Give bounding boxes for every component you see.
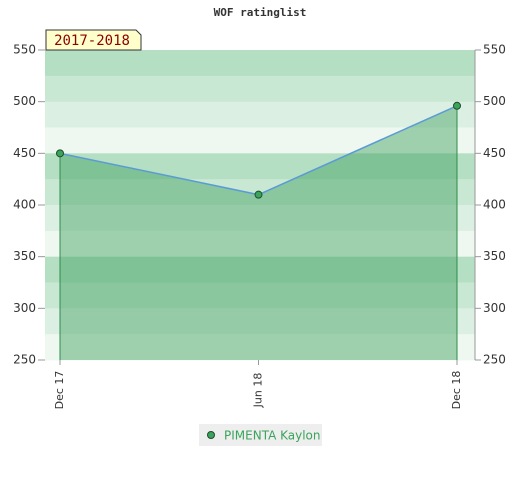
y-tick-label: 450 (13, 146, 36, 160)
y-tick-label: 250 (13, 353, 36, 367)
y2-tick-label: 450 (483, 146, 506, 160)
background-stripe (45, 205, 475, 232)
y-tick-label: 500 (13, 94, 36, 108)
y-tick-label: 550 (13, 43, 36, 57)
background-stripe (45, 256, 475, 283)
y2-tick-label: 350 (483, 249, 506, 263)
x-tick-label: Dec 18 (450, 371, 463, 410)
y-tick-label: 350 (13, 249, 36, 263)
period-box (45, 29, 142, 51)
y2-tick-label: 400 (483, 198, 506, 212)
legend-label: PIMENTA Kaylon (224, 429, 321, 443)
background-stripe (45, 101, 475, 128)
legend-box (199, 424, 322, 446)
y-tick-label: 300 (13, 301, 36, 315)
background-stripe (45, 334, 475, 361)
legend-marker (207, 431, 215, 439)
y2-tick-label: 300 (483, 301, 506, 315)
x-tick-label: Jun 18 (252, 373, 265, 409)
background-stripe (45, 153, 475, 180)
background-stripe (45, 127, 475, 154)
area (60, 105, 457, 360)
period-label: 2017-2018 (54, 33, 130, 49)
background-stripe (45, 230, 475, 258)
background-stripe (45, 75, 475, 103)
y2-tick-label: 250 (483, 353, 506, 367)
background-stripe (45, 308, 475, 335)
x-tick-label: Dec 17 (53, 371, 66, 410)
background-stripe (45, 50, 475, 77)
background-stripe (45, 282, 475, 309)
marker (56, 149, 64, 158)
chart-title: WOF ratinglist (214, 6, 307, 19)
y2-tick-label: 550 (483, 43, 506, 57)
marker (453, 101, 461, 110)
marker (254, 190, 263, 199)
y2-tick-label: 500 (483, 94, 506, 108)
y-tick-label: 400 (13, 198, 36, 212)
